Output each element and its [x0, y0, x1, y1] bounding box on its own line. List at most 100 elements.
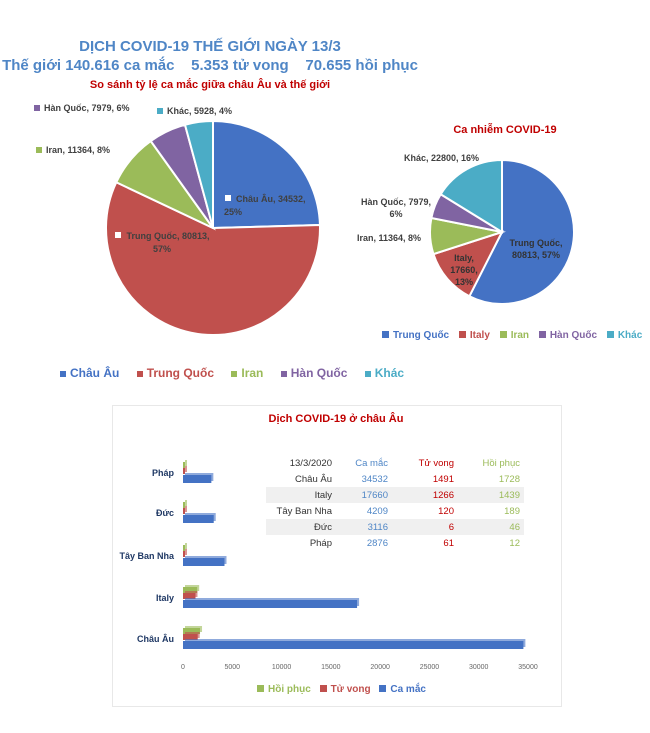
world-stats: Thế giới 140.616 ca mắc 5.353 tử vong 70… — [2, 57, 418, 74]
pie1-label-han-quoc: Hàn Quốc, 7979, 6% — [34, 103, 130, 113]
bar-depth — [185, 500, 187, 506]
pie-slice-1 — [432, 230, 504, 298]
table-row: Châu Âu 34532 1491 1728 — [266, 471, 524, 487]
bar-Tử vong — [183, 508, 185, 514]
x-tick-label: 30000 — [469, 664, 489, 671]
x-tick-label: 15000 — [321, 664, 341, 671]
legend-italy: Italy — [458, 330, 490, 341]
table-row: Italy 17660 1266 1439 — [266, 487, 524, 503]
pie-slice-0 — [468, 158, 575, 305]
table-row: Đức 3116 6 46 — [266, 519, 524, 535]
header-date: 13/3/2020 — [289, 457, 332, 469]
pie2-label-italy: Italy, 17660, 13% — [450, 253, 478, 287]
pie2-label-iran: Iran, 11364, 8% — [357, 233, 422, 243]
bar-Ca mắc — [183, 475, 212, 483]
x-tick-label: 20000 — [370, 664, 390, 671]
main-title: DỊCH COVID-19 THẾ GIỚI NGÀY 13/3 — [79, 38, 341, 55]
table-cell: 17660 — [336, 487, 392, 503]
pie-chart-europe-vs-world — [105, 119, 321, 336]
bar-Ca mắc — [183, 515, 214, 523]
header-recovered: Hồi phục — [482, 457, 521, 469]
bar-chart-europe: Pháp Đức Tây Ban Nha Italy Châu Âu 0 5000 10000… — [119, 460, 538, 671]
category-label: Italy — [156, 593, 174, 603]
bar-title: Dịch COVID-19 ở châu Âu — [268, 413, 404, 425]
europe-data-table: 13/3/2020 Ca mắc Tử vong Hồi phục Châu Â… — [266, 455, 524, 551]
bar-Ca mắc — [183, 600, 358, 608]
legend-khac: Khác — [364, 366, 404, 380]
x-tick-label: 35000 — [518, 664, 538, 671]
legend-trung-quoc: Trung Quốc — [382, 330, 449, 341]
pie-chart-covid-cases — [429, 158, 575, 305]
table-cell: 34532 — [361, 473, 388, 485]
bar-legend: Hồi phục Tử vong Ca mắc — [257, 684, 426, 695]
bar-Tử vong — [183, 593, 196, 599]
table-cell: Đức — [266, 519, 336, 535]
table-cell: 1439 — [458, 487, 524, 503]
table-row: Tây Ban Nha 4209 120 189 — [266, 503, 524, 519]
bar-depth — [185, 506, 187, 512]
table-cell: 1491 — [432, 473, 454, 485]
legend-khac: Khác — [606, 330, 642, 341]
bar-depth — [185, 460, 187, 466]
bar-Ca mắc — [183, 641, 524, 649]
category-label: Đức — [156, 508, 174, 518]
table-cell: 3116 — [336, 519, 392, 535]
pie1-label-iran: Iran, 11364, 8% — [36, 145, 110, 155]
pie2-label-khac: Khác, 22800, 16% — [404, 153, 480, 163]
pie2-legend: Trung Quốc Italy Iran Hàn Quốc Khác — [382, 330, 642, 341]
legend-trung-quoc: Trung Quốc — [136, 366, 214, 380]
pie-slice-1 — [105, 180, 321, 336]
pie-slice-4 — [183, 119, 214, 229]
x-tick-label: 5000 — [224, 664, 240, 671]
table-cell: 12 — [509, 537, 520, 549]
bar-Hồi phục — [183, 587, 198, 593]
x-tick-label: 25000 — [420, 664, 440, 671]
table-row: Pháp 2876 61 12 — [266, 535, 524, 551]
table-cell: Pháp — [309, 537, 332, 549]
legend-han-quoc: Hàn Quốc — [280, 366, 347, 380]
x-tick-label: 0 — [181, 664, 185, 671]
table-cell: Tây Ban Nha — [276, 505, 332, 517]
table-header: 13/3/2020 Ca mắc Tử vong Hồi phục — [266, 455, 524, 471]
bar-depth — [185, 466, 187, 472]
category-label: Pháp — [152, 468, 175, 478]
table-cell: 6 — [392, 519, 458, 535]
legend-iran: Iran — [231, 366, 263, 380]
bar-Hồi phục — [183, 462, 185, 468]
bar-Tử vong — [183, 551, 185, 557]
pie1-title: So sánh tỷ lệ ca mắc giữa châu Âu và thế… — [89, 79, 331, 91]
pie2-title: Ca nhiễm COVID-19 — [453, 124, 557, 136]
legend-hoi-phuc: Hồi phục — [257, 684, 311, 695]
legend-iran: Iran — [499, 330, 529, 341]
bar-depth — [185, 549, 187, 555]
pie1-label-trung-quoc: Trung Quốc, 80813, 57% — [112, 230, 212, 256]
pie1-legend: Châu Âu Trung Quốc Iran Hàn Quốc Khác — [60, 366, 404, 380]
x-tick-label: 10000 — [272, 664, 292, 671]
bar-Hồi phục — [183, 628, 201, 634]
bar-depth — [185, 543, 187, 549]
table-cell: Italy — [266, 487, 336, 503]
table-cell: 4209 — [366, 505, 388, 517]
header-cases: Ca mắc — [355, 457, 388, 469]
table-cell: 46 — [458, 519, 524, 535]
pie2-label-han-quoc: Hàn Quốc, 7979, 6% — [360, 197, 432, 219]
legend-chau-au: Châu Âu — [60, 366, 119, 380]
pie-slice-4 — [439, 158, 503, 234]
bar-Ca mắc — [183, 558, 225, 566]
bar-Tử vong — [183, 634, 198, 640]
table-cell: 189 — [504, 505, 520, 517]
pie1-label-khac: Khác, 5928, 4% — [157, 106, 232, 116]
table-cell: 2876 — [366, 537, 388, 549]
pie1-label-chau-au: Châu Âu, 34532, 25% — [224, 194, 306, 217]
pie-slice-0 — [212, 119, 321, 230]
table-cell: Châu Âu — [295, 473, 332, 485]
table-cell: 1266 — [392, 487, 458, 503]
table-cell: 61 — [443, 537, 454, 549]
bar-Tử vong — [183, 468, 185, 474]
table-cell: 120 — [438, 505, 454, 517]
legend-ca-mac: Ca mắc — [379, 684, 426, 695]
bar-Hồi phục — [183, 502, 185, 508]
category-label: Tây Ban Nha — [119, 551, 175, 561]
legend-han-quoc: Hàn Quốc — [538, 330, 597, 341]
